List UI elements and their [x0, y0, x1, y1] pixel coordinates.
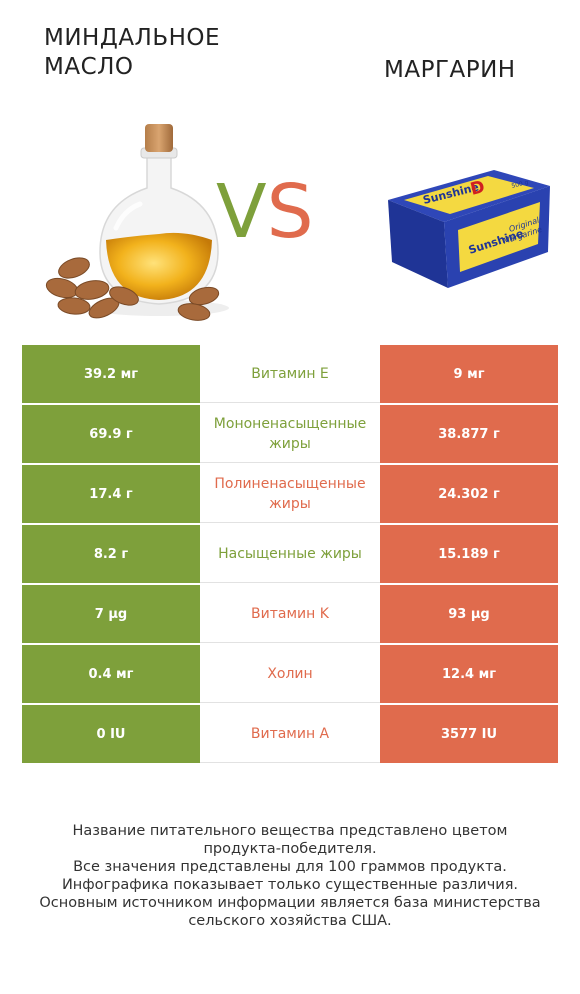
footer-line: Название питательного вещества представл… [72, 823, 508, 839]
table-row: 8.2 г Насыщенные жиры 15.189 г [22, 525, 558, 583]
nutrient-label: Мононенасыщенные жиры [213, 415, 367, 452]
table-row: 0 IU Витамин A 3577 IU [22, 705, 558, 763]
right-value: 12.4 мг [380, 645, 558, 703]
nutrient-label: Витамин K [251, 605, 329, 622]
right-value: 9 мг [380, 345, 558, 403]
margarine-letter-top: D [468, 177, 487, 200]
nutrient-name: Полиненасыщенные жиры [200, 465, 380, 523]
right-value: 15.189 г [380, 525, 558, 583]
nutrient-label: Витамин A [250, 725, 330, 742]
almond-oil-image [45, 124, 229, 321]
margarine-image: Sunshine D Sunshine Original Margarine 5… [388, 170, 550, 288]
margarine-weight: 500 g [511, 179, 530, 190]
left-value: 0 IU [22, 705, 200, 763]
footer-line: Все значения представлены для 100 граммо… [73, 859, 507, 875]
left-product-title: МИНДАЛЬНОЕ МАСЛО [44, 25, 221, 80]
vs-s: S [266, 169, 314, 255]
right-value: 38.877 г [380, 405, 558, 463]
footer-line: продукта-победителя. [203, 841, 377, 857]
table-row: 17.4 г Полиненасыщенные жиры 24.302 г [22, 465, 558, 523]
left-value: 0.4 мг [22, 645, 200, 703]
left-value: 69.9 г [22, 405, 200, 463]
left-value: 8.2 г [22, 525, 200, 583]
vs-label: VS [216, 162, 314, 262]
table-row: 39.2 мг Витамин E 9 мг [22, 345, 558, 403]
left-value: 17.4 г [22, 465, 200, 523]
footer-line: сельского хозяйства США. [188, 913, 392, 929]
nutrient-name: Витамин A [200, 705, 380, 763]
right-value: 24.302 г [380, 465, 558, 523]
nutrient-name: Насыщенные жиры [200, 525, 380, 583]
nutrient-name: Мононенасыщенные жиры [200, 405, 380, 463]
nutrient-name: Витамин K [200, 585, 380, 643]
left-value: 39.2 мг [22, 345, 200, 403]
left-value: 7 µg [22, 585, 200, 643]
nutrient-label: Витамин E [251, 365, 329, 382]
nutrient-label: Насыщенные жиры [218, 545, 362, 562]
nutrient-name: Холин [200, 645, 380, 703]
table-row: 0.4 мг Холин 12.4 мг [22, 645, 558, 703]
nutrient-label: Холин [267, 665, 313, 682]
vs-v: V [216, 169, 267, 255]
right-value: 93 µg [380, 585, 558, 643]
table-row: 7 µg Витамин K 93 µg [22, 585, 558, 643]
right-value: 3577 IU [380, 705, 558, 763]
nutrient-label: Полиненасыщенные жиры [214, 475, 366, 512]
right-product-title: МАРГАРИН [384, 57, 516, 83]
footer-line: Основным источником информации является … [39, 895, 541, 911]
nutrient-name: Витамин E [200, 345, 380, 403]
comparison-table: 39.2 мг Витамин E 9 мг 69.9 г Мононенасыщенн… [22, 345, 558, 765]
table-row: 69.9 г Мононенасыщенные жиры 38.877 г [22, 405, 558, 463]
footer-note: Название питательного вещества представл… [20, 822, 560, 930]
footer-line: Инфографика показывает только существенн… [61, 877, 519, 893]
almond-group [45, 257, 220, 321]
